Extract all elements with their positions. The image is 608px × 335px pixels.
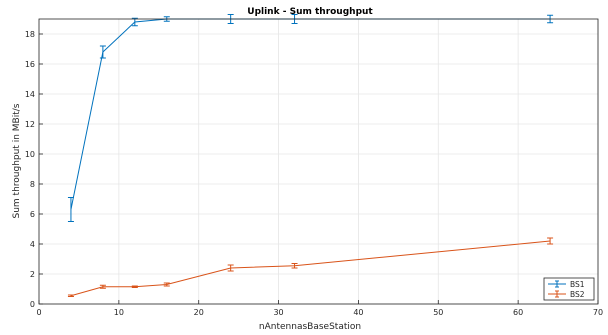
x-tick-label: 30	[273, 308, 283, 317]
legend-box	[543, 277, 595, 301]
error-bar	[99, 284, 106, 289]
y-tick-label: 16	[25, 60, 35, 69]
y-tick-label: 10	[25, 150, 35, 159]
x-tick-label: 70	[593, 308, 603, 317]
y-tick-label: 0	[30, 300, 35, 309]
error-bar	[131, 285, 138, 288]
x-gridlines	[38, 19, 599, 304]
plot-frame	[38, 18, 599, 305]
y-tick-label: 12	[25, 120, 35, 129]
x-tick-label: 0	[36, 308, 41, 317]
y-tick-label: 18	[25, 30, 35, 39]
x-axis-ticks: 0 10 20 30 40 50 60 70	[36, 300, 603, 317]
series-bs2	[67, 237, 554, 297]
chart-title: Uplink - Sum throughput	[247, 7, 373, 17]
y-axis-ticks: 0 2 4 6 8 10 12 14 16 18	[25, 30, 43, 309]
error-bar	[227, 264, 234, 272]
x-axis-label: nAntennasBaseStation	[259, 322, 361, 332]
x-tick-label: 40	[353, 308, 363, 317]
error-bar	[67, 197, 74, 222]
y-tick-label: 6	[30, 210, 35, 219]
error-bar	[99, 45, 106, 59]
legend-label: BS1	[570, 280, 585, 289]
x-tick-label: 50	[433, 308, 443, 317]
error-bar	[163, 282, 170, 287]
y-axis-label: Sum throughput in MBit/s	[12, 103, 22, 218]
legend-item-bs2: BS2	[548, 290, 585, 299]
y-tick-label: 2	[30, 270, 35, 279]
error-bar	[131, 17, 138, 27]
plot-area	[39, 19, 598, 304]
x-tick-label: 10	[114, 308, 124, 317]
error-bar	[547, 237, 554, 245]
legend-label: BS2	[570, 290, 585, 299]
y-gridlines	[39, 33, 598, 305]
y-tick-label: 4	[30, 240, 35, 249]
x-tick-label: 60	[513, 308, 523, 317]
error-bar	[67, 294, 74, 297]
y-tick-label: 14	[25, 90, 35, 99]
legend-item-bs1: BS1	[548, 280, 585, 289]
y-tick-label: 8	[30, 180, 35, 189]
x-tick-label: 20	[194, 308, 204, 317]
error-bar	[291, 263, 298, 269]
